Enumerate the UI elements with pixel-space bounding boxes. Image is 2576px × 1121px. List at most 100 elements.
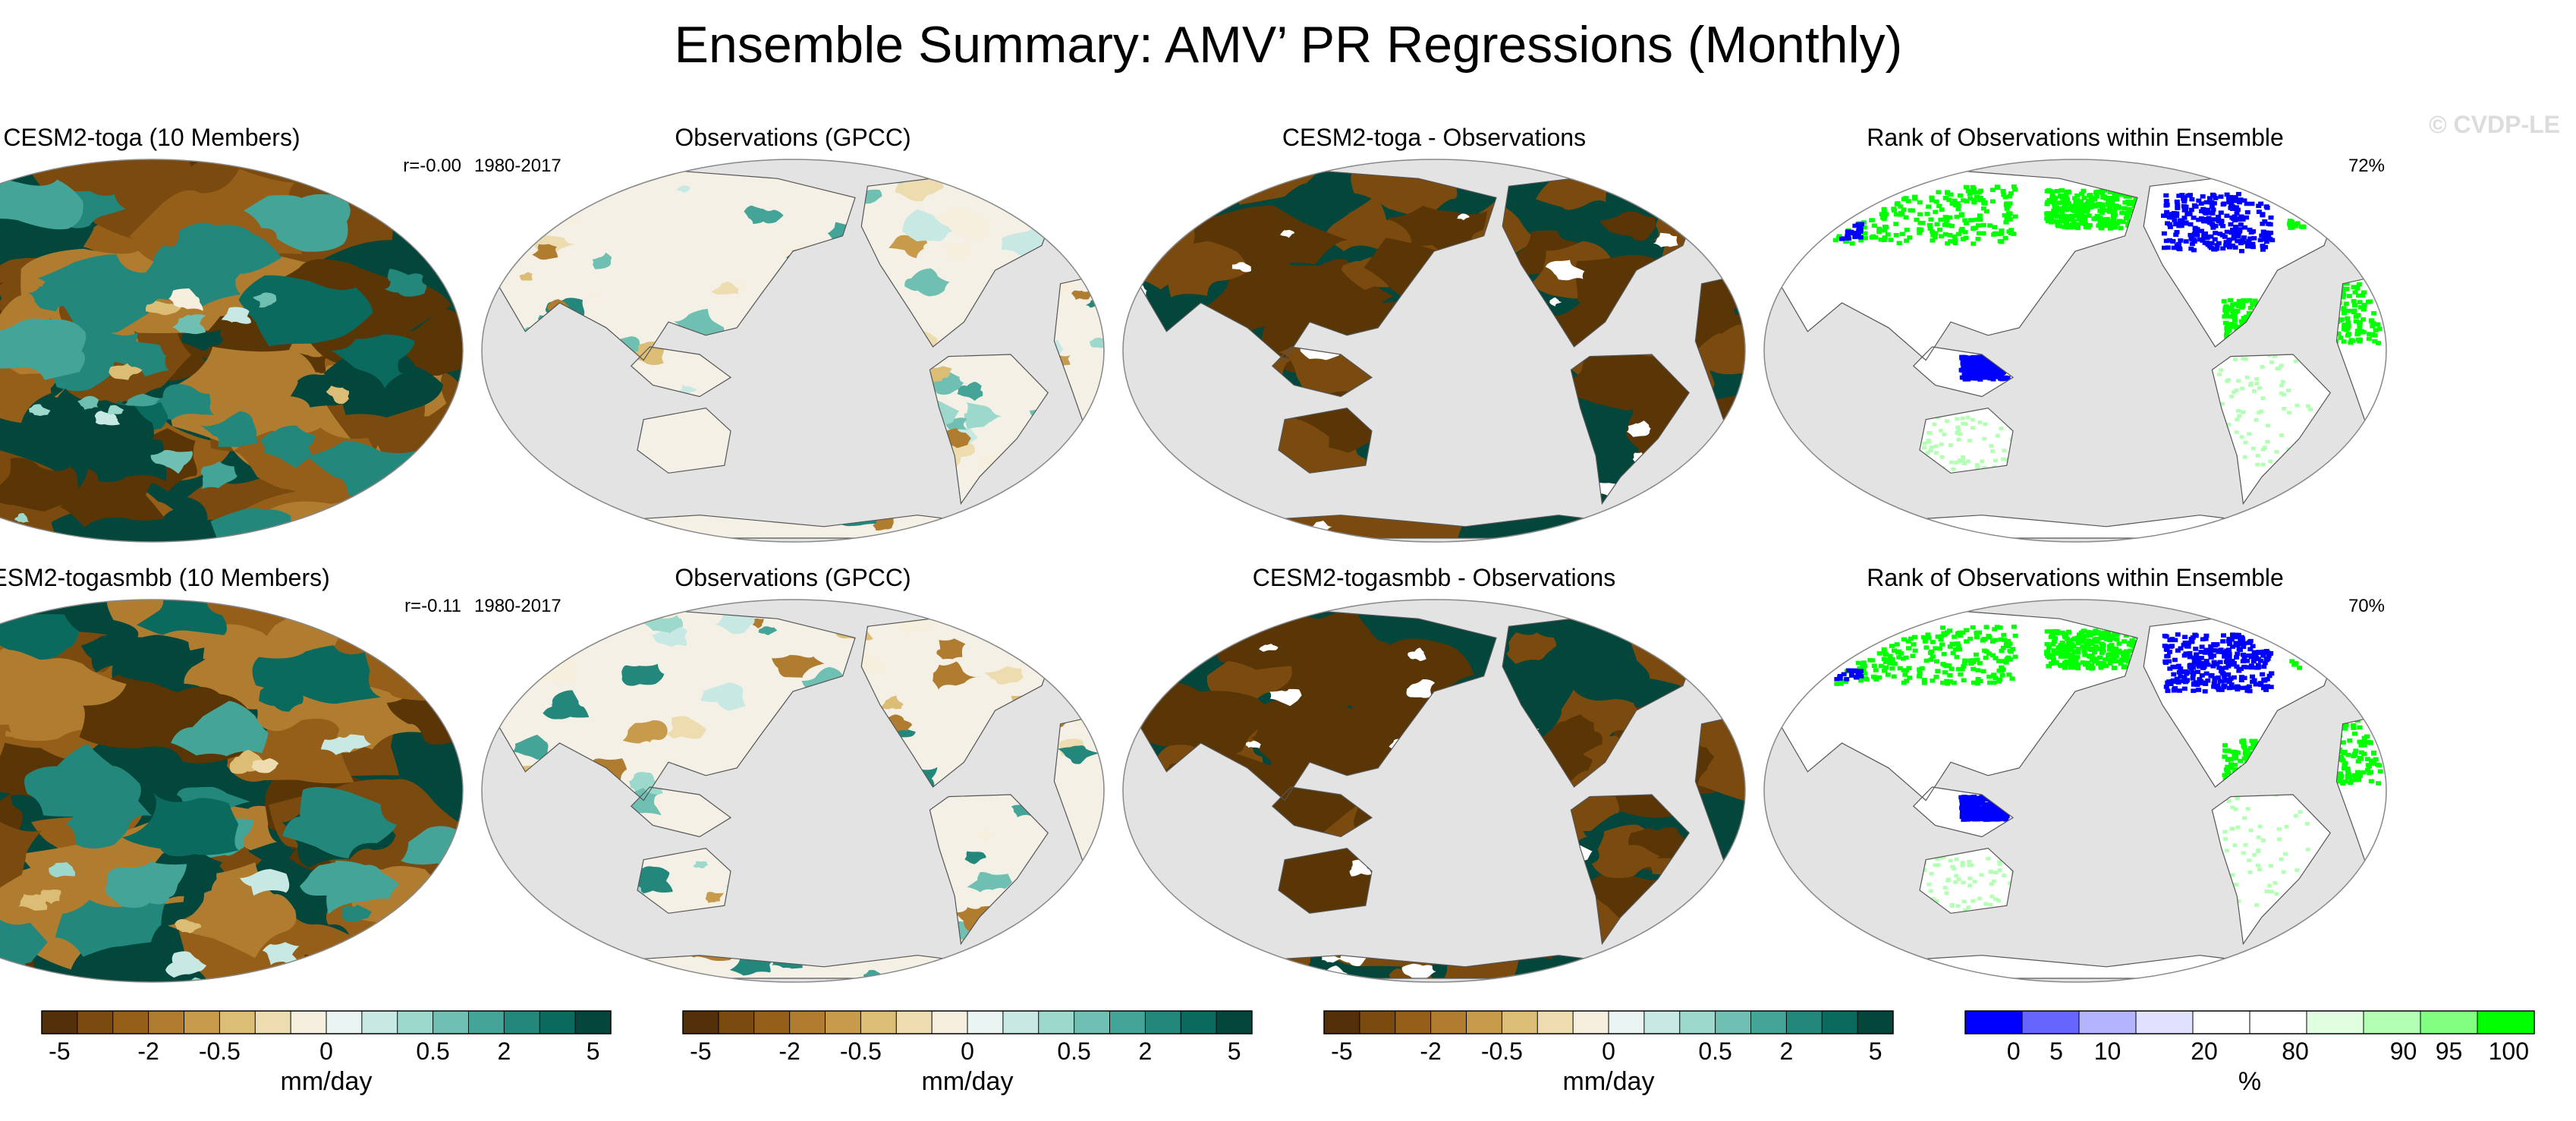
- rank-high: [2086, 653, 2092, 658]
- rank-high: [2222, 773, 2228, 777]
- rank-low: [2225, 672, 2231, 677]
- rank-high: [1961, 198, 1967, 203]
- rank-high: [1930, 679, 1936, 683]
- rank-high: [2111, 216, 2117, 221]
- rank-low: [1969, 817, 1975, 821]
- rank-high: [2087, 222, 2093, 228]
- rank-high: [2084, 207, 2090, 212]
- rank-high: [2081, 649, 2087, 653]
- rank-high: [2065, 642, 2071, 647]
- rank-low: [2205, 678, 2211, 683]
- rank-low: [2198, 656, 2204, 660]
- rank-mid: [1961, 899, 1967, 904]
- rank-high: [2044, 629, 2050, 634]
- rank-low: [2192, 228, 2198, 232]
- coastline-eurasia: [1764, 168, 2138, 361]
- rank-high: [2118, 192, 2125, 197]
- anomaly-positive: [65, 792, 152, 849]
- rank-high: [1963, 221, 1969, 225]
- colorbar-tick-label: -2: [137, 1038, 159, 1065]
- rank-high: [2062, 666, 2068, 670]
- map-border: [481, 159, 1105, 543]
- rank-low: [2219, 688, 2225, 692]
- colorbar-tick-label: 80: [2282, 1038, 2309, 1065]
- rank-high: [2060, 224, 2066, 229]
- rank-high: [2081, 214, 2087, 219]
- rank-high: [1932, 235, 1938, 240]
- rank-low: [2168, 682, 2174, 686]
- missing-data: [1653, 232, 1678, 247]
- rank-low: [2163, 238, 2169, 244]
- rank-high: [1876, 675, 1882, 680]
- rank-high: [1986, 674, 1993, 679]
- rank-low: [2162, 213, 2169, 219]
- rank-low: [2199, 673, 2205, 678]
- rank-low: [2217, 231, 2223, 236]
- anomaly-positive: [0, 909, 48, 972]
- anomaly-weak: [77, 395, 99, 410]
- rank-low: [2216, 218, 2222, 222]
- rank-high: [2366, 336, 2372, 342]
- rank-high: [1945, 681, 1951, 686]
- rank-low: [2231, 675, 2237, 680]
- rank-high: [1882, 660, 1889, 664]
- rank-high: [2246, 310, 2252, 316]
- colorbar-tick-label: 0: [319, 1038, 333, 1065]
- colorbar-swatch: [2420, 1011, 2478, 1034]
- rank-high: [2107, 661, 2113, 666]
- rank-high: [1973, 652, 1979, 657]
- rank-low: [2188, 207, 2194, 213]
- rank-mid: [2237, 414, 2242, 418]
- rank-high: [2361, 739, 2367, 745]
- anomaly-weak: [94, 411, 121, 426]
- rank-low: [2202, 689, 2208, 694]
- difference-negative: [1132, 681, 1269, 757]
- anomaly-negative: [0, 458, 79, 512]
- rank-low: [2193, 647, 2199, 651]
- anomaly-positive: [55, 899, 167, 957]
- rank-low: [2263, 235, 2269, 239]
- rank-high: [2352, 290, 2358, 294]
- rank-high: [2125, 200, 2131, 204]
- gpcc-anomaly: [605, 954, 639, 977]
- rank-low: [2241, 235, 2247, 240]
- rank-low: [2246, 684, 2252, 689]
- rank-high: [1927, 226, 1933, 231]
- colorbar-tick-label: 0: [2007, 1038, 2021, 1065]
- rank-high: [2342, 726, 2348, 731]
- rank-high: [2005, 203, 2011, 209]
- rank-mid: [1971, 899, 1976, 903]
- colorbar-swatch: [718, 1011, 755, 1034]
- rank-high: [2107, 206, 2112, 212]
- colorbar-swatch: [148, 1011, 184, 1034]
- rank-high: [2069, 652, 2075, 657]
- rank-high: [2238, 758, 2244, 764]
- rank-low: [2182, 679, 2188, 685]
- anomaly-positive: [331, 334, 415, 389]
- rank-high: [1917, 200, 1923, 205]
- rank-low: [2220, 246, 2226, 251]
- colorbar-swatch: [1324, 1011, 1360, 1034]
- rank-high: [2289, 659, 2295, 664]
- rank-low: [2004, 814, 2010, 819]
- rank-high: [1995, 231, 2001, 237]
- rank-low: [2224, 229, 2230, 235]
- rank-high: [1952, 234, 1958, 239]
- rank-high: [1934, 659, 1939, 664]
- rank-low: [2178, 222, 2184, 226]
- rank-high: [2375, 762, 2381, 767]
- rank-high: [1990, 653, 1996, 658]
- rank-high: [1898, 204, 1904, 209]
- rank-mid: [2234, 388, 2239, 392]
- rank-low: [2208, 234, 2214, 239]
- anomaly-positive: [0, 166, 83, 230]
- rank-high: [2074, 655, 2081, 660]
- rank-high: [2355, 771, 2361, 776]
- rank-high: [2113, 203, 2119, 208]
- anomaly-weak: [5, 534, 52, 542]
- rank-high: [1881, 209, 1887, 214]
- rank-mid: [1955, 425, 1961, 430]
- rank-low: [2269, 671, 2274, 675]
- rank-high: [1947, 215, 1953, 220]
- rank-mid: [1965, 459, 1971, 464]
